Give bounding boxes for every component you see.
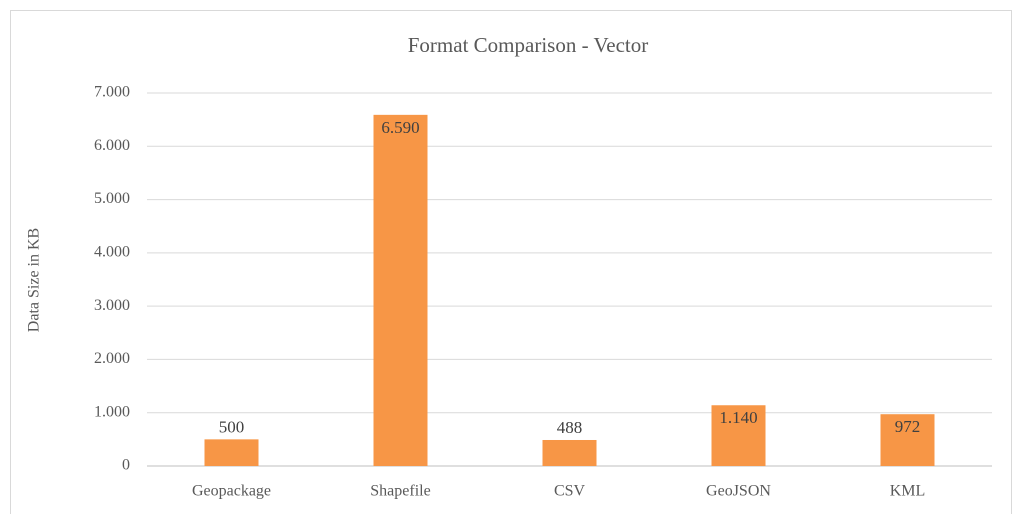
y-tick-label: 1.000 <box>94 403 130 420</box>
x-tick-label: KML <box>890 483 926 500</box>
chart-frame <box>10 10 1012 514</box>
chart-title: Format Comparison - Vector <box>408 33 649 57</box>
y-tick-label: 0 <box>122 457 130 474</box>
bar <box>880 414 935 466</box>
y-tick-label: 2.000 <box>94 350 130 367</box>
x-tick-label: GeoJSON <box>706 483 771 500</box>
bar <box>542 439 597 466</box>
y-tick-label: 6.000 <box>94 137 130 154</box>
y-tick-label: 4.000 <box>94 244 130 261</box>
x-tick-label: Geopackage <box>192 483 271 500</box>
bar <box>711 405 766 466</box>
x-tick-label: CSV <box>554 483 586 500</box>
x-tick-label: Shapefile <box>370 483 430 500</box>
y-tick-label: 3.000 <box>94 297 130 314</box>
data-label: 488 <box>557 418 583 437</box>
bar <box>373 114 428 467</box>
y-tick-label: 7.000 <box>94 84 130 101</box>
y-tick-label: 5.000 <box>94 190 130 207</box>
data-label: 1.140 <box>719 408 757 427</box>
data-label: 6.590 <box>381 118 419 137</box>
bar <box>204 439 259 466</box>
data-label: 972 <box>895 417 921 436</box>
y-axis-label: Data Size in KB <box>26 228 43 332</box>
data-label: 500 <box>219 417 245 436</box>
